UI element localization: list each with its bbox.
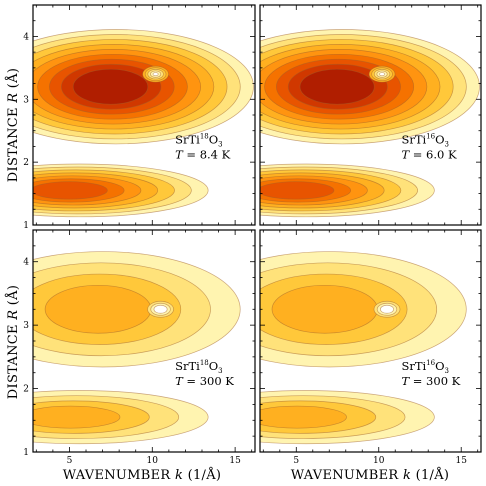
contour-level-2-7	[260, 181, 335, 200]
x-tick-label: 15	[455, 456, 467, 466]
temperature-label: T = 300 K	[175, 374, 234, 388]
temperature-label: T = 300 K	[401, 374, 460, 388]
sample-label: SrTi18O3	[175, 133, 223, 149]
x-tick-label: 10	[373, 456, 385, 466]
x-axis-label-left: WAVENUMBER k (1/Å)	[63, 467, 222, 483]
contour-hole-5	[379, 72, 385, 77]
y-tick-label: 2	[23, 385, 29, 395]
contour-group	[260, 251, 467, 445]
sample-label: SrTi18O3	[175, 359, 223, 375]
sample-label: SrTi16O3	[401, 359, 449, 375]
contour-level-2-7	[33, 181, 108, 200]
contour-level-1-9	[299, 68, 375, 105]
x-axis-label-right: WAVENUMBER k (1/Å)	[291, 467, 450, 483]
contour-level-2-4	[260, 405, 347, 429]
y-tick-label: 2	[23, 158, 29, 168]
y-axis-label-top: DISTANCE R (Å)	[5, 68, 21, 182]
y-tick-label: 1	[23, 448, 29, 458]
x-tick-label: 5	[67, 456, 73, 466]
contour-hole-3	[380, 304, 394, 314]
contour-level-2-4	[33, 405, 121, 429]
y-axis-label-bottom: DISTANCE R (Å)	[5, 285, 21, 399]
y-tick-label: 4	[23, 258, 29, 268]
temperature-label: T = 8.4 K	[175, 148, 231, 162]
contour-hole-3	[153, 304, 168, 314]
y-tick-label: 3	[23, 321, 29, 331]
x-tick-label: 15	[229, 456, 241, 466]
y-tick-label: 4	[23, 32, 29, 42]
contour-hole-5	[152, 72, 159, 77]
y-tick-label: 1	[23, 221, 29, 231]
contour-level-1-9	[72, 68, 149, 105]
y-tick-label: 3	[23, 95, 29, 105]
contour-level-1-4	[271, 284, 378, 334]
contour-level-1-4	[44, 284, 152, 334]
contour-group	[33, 29, 254, 218]
sample-label: SrTi16O3	[401, 133, 449, 149]
contour-group	[33, 251, 241, 445]
x-tick-label: 5	[293, 456, 299, 466]
contour-group	[260, 29, 480, 218]
temperature-label: T = 6.0 K	[401, 148, 457, 162]
x-tick-label: 10	[147, 456, 159, 466]
